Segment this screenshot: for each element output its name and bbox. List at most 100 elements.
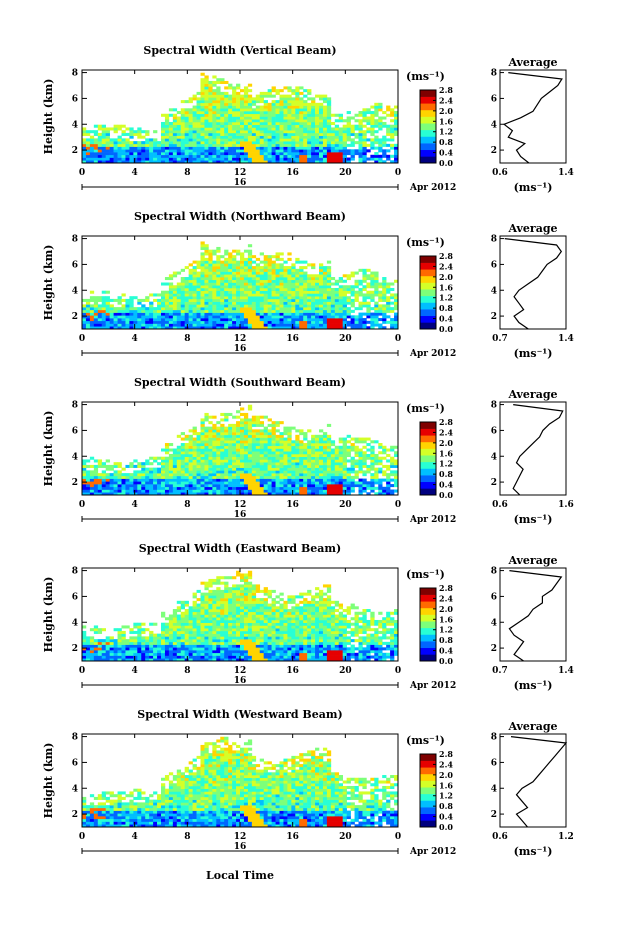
heatmap-cell [145, 154, 150, 158]
heatmap-cell [346, 315, 351, 319]
heatmap-cell [153, 492, 158, 496]
heatmap-cell [236, 138, 241, 142]
heatmap-cell [240, 448, 245, 452]
heatmap-cell [386, 130, 391, 134]
heatmap-cell [105, 138, 110, 142]
heatmap-cell [255, 108, 261, 112]
heatmap-cell [208, 268, 213, 272]
colorbar-segment [420, 256, 436, 263]
heatmap-cell [216, 91, 221, 95]
heatmap-cell [283, 459, 288, 463]
heatmap-cell [358, 121, 363, 126]
heatmap-cell [354, 124, 359, 128]
heatmap-cell [271, 443, 276, 447]
heatmap-cell [287, 320, 292, 324]
heatmap-cell [271, 462, 276, 466]
heatmap-cell [228, 448, 233, 452]
heatmap-cell [180, 116, 185, 120]
colorbar-segment [420, 302, 436, 310]
heatmap-cell [267, 94, 272, 98]
heatmap-cell [322, 326, 328, 330]
heatmap-cell [247, 266, 253, 270]
heatmap-cell [101, 315, 106, 319]
heatmap-cell [188, 127, 193, 131]
heatmap-cell [271, 459, 276, 463]
heatmap-cell [251, 481, 257, 485]
heatmap-cell [247, 113, 253, 117]
heatmap-cell [322, 448, 328, 452]
heatmap-cell [204, 432, 209, 436]
heatmap-cell [382, 320, 387, 324]
heatmap-cell [330, 473, 336, 477]
heatmap-cell [93, 481, 99, 485]
heatmap-cell [307, 484, 312, 488]
heatmap-cell [113, 149, 118, 153]
heatmap-cell [228, 301, 233, 305]
heatmap-cell [287, 143, 292, 147]
heatmap-cell [247, 102, 253, 106]
heatmap-cell [311, 298, 316, 302]
heatmap-cell [125, 304, 130, 308]
heatmap-cell [346, 448, 351, 452]
heatmap-cell [247, 451, 253, 455]
heatmap-cell [129, 644, 134, 648]
heatmap-cell [263, 160, 268, 164]
heatmap-cell [338, 287, 343, 292]
heatmap-cell [322, 154, 328, 158]
heatmap-cell [311, 481, 316, 485]
heatmap-cell [283, 489, 288, 493]
heatmap-cell [184, 152, 189, 156]
heatmap-cell [188, 119, 193, 123]
heatmap-cell [322, 453, 328, 458]
heatmap-cell [200, 157, 205, 161]
heatmap-cell [287, 304, 292, 308]
heatmap-cell [129, 298, 134, 302]
heatmap-cell [161, 157, 166, 161]
heatmap-cell [251, 451, 257, 455]
heatmap-cell [342, 149, 347, 153]
heatmap-cell [157, 309, 162, 313]
heatmap-cell [251, 453, 257, 458]
heatmap-cell [275, 149, 280, 153]
heatmap-cell [354, 285, 359, 289]
heatmap-cell [394, 298, 399, 302]
heatmap-cell [89, 135, 95, 139]
heatmap-cell [255, 309, 261, 313]
heatmap-cell [378, 489, 383, 493]
heatmap-cell [338, 138, 343, 142]
heatmap-cell [394, 301, 399, 305]
heatmap-cell [247, 97, 253, 101]
heatmap-cell [247, 432, 253, 436]
heatmap-cell [97, 481, 103, 485]
heatmap-cell [307, 486, 312, 490]
heatmap-cell [279, 100, 284, 104]
heatmap-cell [101, 298, 106, 302]
heatmap-cell [208, 94, 213, 98]
heatmap-cell [93, 658, 99, 662]
heatmap-cell [287, 138, 292, 142]
heatmap-cell [192, 160, 197, 164]
heatmap-cell [85, 304, 91, 308]
heatmap-cell [386, 124, 391, 128]
heatmap-cell [212, 484, 217, 488]
heatmap-cell [164, 152, 170, 156]
heatmap-cell [220, 266, 225, 270]
heatmap-cell [212, 266, 217, 270]
heatmap-cell [125, 307, 130, 311]
heatmap-cell [354, 279, 359, 283]
heatmap-cell [240, 255, 245, 259]
heatmap-cell [196, 111, 201, 115]
heatmap-cell [204, 440, 209, 444]
heatmap-cell [236, 274, 241, 278]
heatmap-cell [149, 481, 154, 485]
heatmap-cell [141, 309, 146, 313]
heatmap-cell [93, 628, 99, 632]
heatmap-cell [279, 440, 284, 444]
heatmap-cell [299, 473, 304, 477]
heatmap-cell [236, 102, 241, 106]
heatmap-cell [129, 473, 134, 477]
heatmap-cell [89, 489, 95, 493]
heatmap-cell [236, 287, 241, 292]
heatmap-cell [180, 279, 185, 283]
heatmap-cell [176, 141, 182, 145]
